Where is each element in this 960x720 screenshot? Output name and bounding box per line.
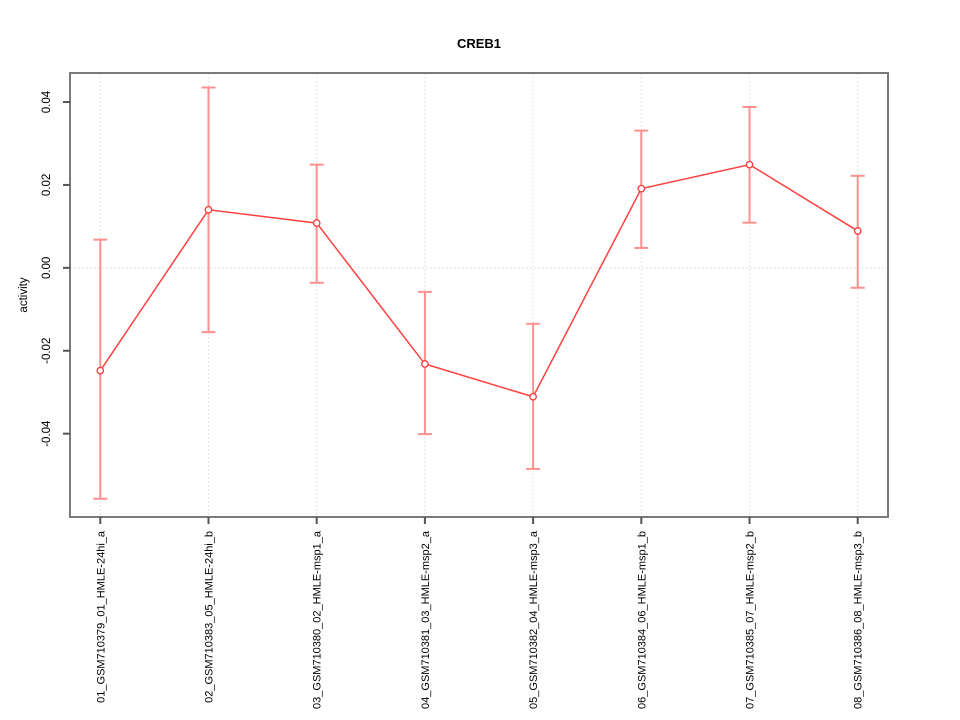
x-tick-label: 02_GSM710383_05_HMLE-24hi_b	[203, 531, 215, 703]
data-point	[96, 366, 105, 375]
x-tick-label: 05_GSM710382_04_HMLE-msp3_a	[528, 530, 540, 709]
x-tick-label: 04_GSM710381_03_HMLE-msp2_a	[420, 530, 432, 709]
x-tick-label: 03_GSM710380_02_HMLE-msp1_a	[312, 530, 324, 709]
data-point	[529, 392, 538, 401]
data-point	[204, 205, 213, 214]
x-tick-label: 01_GSM710379_01_HMLE-24hi_a	[95, 530, 107, 703]
x-tick-label: 08_GSM710386_08_HMLE-msp3_b	[853, 531, 865, 709]
series-line	[99, 163, 859, 398]
y-tick-label: 0.04	[41, 90, 53, 113]
y-tick-label: 0.02	[41, 174, 53, 196]
data-point	[745, 160, 754, 169]
data-point	[853, 227, 862, 235]
data-point	[420, 360, 429, 368]
chart-title: CREB1	[457, 36, 501, 51]
data-point	[637, 184, 646, 193]
y-tick-label: -0.04	[41, 420, 53, 447]
x-tick-label: 07_GSM710385_07_HMLE-msp2_b	[745, 531, 757, 709]
data-point	[312, 219, 321, 227]
y-tick-label: -0.02	[41, 338, 53, 364]
x-tick-label: 06_GSM710384_06_HMLE-msp1_b	[636, 531, 648, 709]
plot-box	[69, 72, 889, 518]
y-axis-label: activity	[18, 277, 30, 312]
y-tick-label: 0.00	[41, 257, 53, 279]
